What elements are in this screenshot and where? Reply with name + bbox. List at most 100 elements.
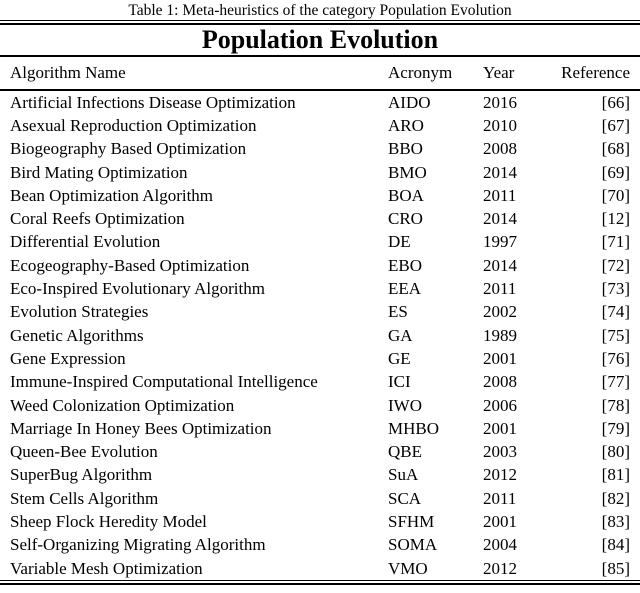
year-cell: 2001 bbox=[483, 418, 517, 438]
table-row: Self-Organizing Migrating Algorithm SOMA… bbox=[0, 534, 640, 557]
table-row: Queen-Bee Evolution QBE 2003 [80] bbox=[0, 440, 640, 463]
table-row: Marriage In Honey Bees Optimization MHBO… bbox=[0, 417, 640, 440]
reference-cell: [78] bbox=[601, 395, 630, 415]
algorithm-name-cell: Immune-Inspired Computational Intelligen… bbox=[10, 372, 318, 392]
year-cell: 1997 bbox=[483, 232, 517, 252]
acronym-cell: SuA bbox=[388, 465, 419, 485]
year-cell: 2001 bbox=[483, 348, 517, 368]
reference-cell: [79] bbox=[601, 418, 630, 438]
acronym-cell: DE bbox=[388, 232, 411, 252]
algorithm-name-cell: Artificial Infections Disease Optimizati… bbox=[10, 92, 296, 112]
reference-cell: [12] bbox=[601, 209, 630, 229]
acronym-cell: SCA bbox=[388, 488, 422, 508]
title-bottom-rule bbox=[0, 55, 640, 57]
reference-cell: [66] bbox=[601, 92, 630, 112]
year-cell: 2003 bbox=[483, 442, 517, 462]
algorithm-name-cell: Genetic Algorithms bbox=[10, 325, 144, 345]
year-cell: 2010 bbox=[483, 115, 517, 135]
table-row: Sheep Flock Heredity Model SFHM 2001 [83… bbox=[0, 510, 640, 533]
algorithm-name-cell: Queen-Bee Evolution bbox=[10, 442, 158, 462]
table-header-row: Algorithm Name Acronym Year Reference bbox=[0, 57, 640, 89]
bottom-double-rule bbox=[0, 580, 640, 586]
reference-cell: [69] bbox=[601, 162, 630, 182]
reference-cell: [73] bbox=[601, 279, 630, 299]
table-body: Artificial Infections Disease Optimizati… bbox=[0, 91, 640, 580]
acronym-cell: MHBO bbox=[388, 418, 440, 438]
column-header-acronym: Acronym bbox=[388, 63, 453, 82]
column-header-year: Year bbox=[483, 63, 515, 82]
algorithm-name-cell: Eco-Inspired Evolutionary Algorithm bbox=[10, 279, 265, 299]
algorithm-name-cell: Ecogeography-Based Optimization bbox=[10, 255, 250, 275]
table-row: Differential Evolution DE 1997 [71] bbox=[0, 231, 640, 254]
acronym-cell: SOMA bbox=[388, 535, 438, 555]
table-row: Immune-Inspired Computational Intelligen… bbox=[0, 371, 640, 394]
reference-cell: [82] bbox=[601, 488, 630, 508]
acronym-cell: BBO bbox=[388, 139, 423, 159]
acronym-cell: BOA bbox=[388, 185, 424, 205]
table-row: Artificial Infections Disease Optimizati… bbox=[0, 91, 640, 114]
table-row: Genetic Algorithms GA 1989 [75] bbox=[0, 324, 640, 347]
algorithm-name-cell: Variable Mesh Optimization bbox=[10, 558, 203, 578]
table-row: Eco-Inspired Evolutionary Algorithm EEA … bbox=[0, 277, 640, 300]
year-cell: 2014 bbox=[483, 162, 517, 182]
year-cell: 2012 bbox=[483, 558, 517, 578]
reference-cell: [74] bbox=[601, 302, 630, 322]
table-row: Bean Optimization Algorithm BOA 2011 [70… bbox=[0, 184, 640, 207]
year-cell: 2008 bbox=[483, 372, 517, 392]
acronym-cell: ARO bbox=[388, 115, 424, 135]
reference-cell: [85] bbox=[601, 558, 630, 578]
year-cell: 2008 bbox=[483, 139, 517, 159]
year-cell: 2004 bbox=[483, 535, 517, 555]
bottom-rule-thick-line bbox=[0, 583, 640, 586]
algorithm-name-cell: Weed Colonization Optimization bbox=[10, 395, 235, 415]
acronym-cell: ICI bbox=[388, 372, 411, 392]
year-cell: 2014 bbox=[483, 209, 517, 229]
column-header-algorithm-name: Algorithm Name bbox=[10, 63, 126, 82]
algorithm-name-cell: Differential Evolution bbox=[10, 232, 161, 252]
algorithm-name-cell: Biogeography Based Optimization bbox=[10, 139, 247, 159]
acronym-cell: QBE bbox=[388, 442, 422, 462]
reference-cell: [75] bbox=[601, 325, 630, 345]
table-title: Population Evolution bbox=[201, 25, 439, 54]
year-cell: 2011 bbox=[483, 488, 517, 508]
year-cell: 2002 bbox=[483, 302, 517, 322]
year-cell: 2016 bbox=[483, 92, 517, 112]
reference-cell: [67] bbox=[601, 115, 630, 135]
table-row: Coral Reefs Optimization CRO 2014 [12] bbox=[0, 207, 640, 230]
algorithm-name-cell: Stem Cells Algorithm bbox=[10, 488, 159, 508]
algorithm-name-cell: Self-Organizing Migrating Algorithm bbox=[10, 535, 266, 555]
year-cell: 2001 bbox=[483, 511, 517, 531]
top-rule-thin-line bbox=[0, 20, 640, 21]
table-row: Weed Colonization Optimization IWO 2006 … bbox=[0, 394, 640, 417]
acronym-cell: AIDO bbox=[388, 92, 431, 112]
algorithm-name-cell: Asexual Reproduction Optimization bbox=[10, 115, 257, 135]
acronym-cell: BMO bbox=[388, 162, 427, 182]
reference-cell: [84] bbox=[601, 535, 630, 555]
algorithm-name-cell: Bird Mating Optimization bbox=[10, 162, 188, 182]
year-cell: 2011 bbox=[483, 279, 517, 299]
year-cell: 2014 bbox=[483, 255, 517, 275]
header-bottom-rule bbox=[0, 89, 640, 91]
table-row: Asexual Reproduction Optimization ARO 20… bbox=[0, 114, 640, 137]
reference-cell: [80] bbox=[601, 442, 630, 462]
year-cell: 2012 bbox=[483, 465, 517, 485]
table-row: Biogeography Based Optimization BBO 2008… bbox=[0, 138, 640, 161]
acronym-cell: CRO bbox=[388, 209, 423, 229]
table-row: Gene Expression GE 2001 [76] bbox=[0, 347, 640, 370]
top-rule-thick-line bbox=[0, 23, 640, 25]
algorithm-name-cell: Sheep Flock Heredity Model bbox=[10, 511, 207, 531]
table-row: Bird Mating Optimization BMO 2014 [69] bbox=[0, 161, 640, 184]
year-cell: 2006 bbox=[483, 395, 517, 415]
reference-cell: [72] bbox=[601, 255, 630, 275]
reference-cell: [71] bbox=[601, 232, 630, 252]
acronym-cell: ES bbox=[388, 302, 408, 322]
reference-cell: [68] bbox=[601, 139, 630, 159]
table-row: Ecogeography-Based Optimization EBO 2014… bbox=[0, 254, 640, 277]
acronym-cell: EEA bbox=[388, 279, 422, 299]
acronym-cell: GA bbox=[388, 325, 413, 345]
year-cell: 1989 bbox=[483, 325, 517, 345]
bottom-rule-thin-line bbox=[0, 580, 640, 582]
table-row: Variable Mesh Optimization VMO 2012 [85] bbox=[0, 557, 640, 580]
reference-cell: [81] bbox=[601, 465, 630, 485]
